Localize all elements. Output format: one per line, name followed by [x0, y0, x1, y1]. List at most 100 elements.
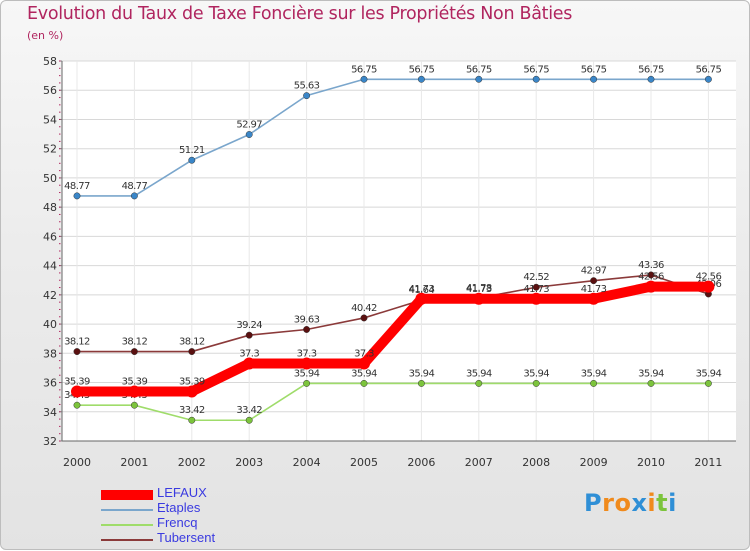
y-minor-tick	[59, 250, 61, 252]
x-tick-label: 2003	[235, 456, 263, 469]
legend-label: LEFAUX	[157, 485, 207, 500]
series-line-etaples	[77, 78, 709, 197]
y-minor-tick	[59, 396, 61, 398]
data-label: 35.94	[409, 368, 435, 379]
data-label: 41.73	[409, 284, 435, 295]
y-tick-label: 42	[43, 289, 57, 302]
data-label: 37.3	[297, 349, 317, 360]
data-label: 35.94	[351, 368, 377, 379]
data-label: 56.75	[409, 64, 435, 75]
x-tick-label: 2010	[637, 456, 665, 469]
data-label: 37.3	[354, 349, 374, 360]
y-tick-label: 54	[43, 113, 57, 126]
data-point	[130, 401, 138, 409]
data-point	[532, 75, 540, 83]
series-line-frencq	[77, 382, 709, 422]
data-point	[702, 280, 715, 293]
data-label: 55.63	[294, 81, 320, 92]
data-point	[188, 348, 196, 356]
y-minor-tick	[59, 301, 61, 303]
data-point	[590, 75, 598, 83]
y-tick-label: 38	[43, 347, 57, 360]
data-point	[303, 326, 311, 333]
data-label: 56.75	[466, 64, 492, 75]
data-point	[188, 416, 196, 424]
y-minor-tick	[59, 235, 61, 237]
data-label: 38.12	[64, 337, 90, 348]
legend-label: Etaples	[157, 500, 201, 515]
data-point	[647, 75, 655, 83]
y-minor-tick	[59, 104, 61, 106]
y-minor-tick	[59, 155, 61, 157]
y-minor-tick	[59, 140, 61, 142]
y-minor-tick	[59, 352, 61, 354]
data-point	[245, 416, 253, 424]
legend-swatch	[101, 490, 153, 500]
data-point	[475, 379, 483, 387]
data-label: 48.77	[122, 181, 148, 192]
data-point	[360, 314, 368, 322]
y-minor-tick	[59, 389, 61, 391]
y-minor-tick	[59, 133, 61, 135]
logo-letter: i	[668, 489, 677, 517]
data-label: 41.64	[409, 285, 435, 296]
y-minor-tick	[59, 323, 61, 325]
data-point	[71, 385, 83, 398]
y-tick-label: 58	[43, 55, 57, 68]
proxiti-logo: Proxiti	[584, 489, 677, 517]
x-tick-label: 2004	[293, 456, 321, 469]
data-label: 42.56	[638, 272, 664, 283]
data-point	[245, 331, 253, 339]
data-label: 35.39	[64, 376, 90, 387]
y-minor-tick	[59, 345, 61, 347]
logo-letter: P	[584, 489, 603, 517]
legend-swatch	[101, 539, 153, 541]
y-minor-tick	[59, 440, 61, 442]
y-minor-tick	[59, 192, 61, 194]
y-minor-tick	[59, 425, 61, 427]
y-minor-tick	[59, 177, 61, 179]
y-minor-tick	[59, 97, 61, 99]
data-point	[303, 379, 311, 387]
data-label: 35.39	[179, 376, 205, 387]
x-tick-label: 2005	[350, 456, 378, 469]
data-label: 35.94	[638, 368, 664, 379]
chart-subtitle: (en %)	[27, 29, 64, 42]
plot-area	[62, 61, 736, 441]
data-label: 35.94	[696, 368, 722, 379]
y-minor-tick	[59, 126, 61, 128]
data-label: 37.3	[239, 349, 259, 360]
x-tick-label: 2011	[694, 456, 722, 469]
data-label: 33.42	[179, 405, 205, 416]
y-minor-tick	[59, 221, 61, 223]
x-tick-label: 2007	[465, 456, 493, 469]
data-point	[704, 75, 712, 83]
y-minor-tick	[59, 272, 61, 274]
series-line-tubersent	[77, 274, 709, 353]
data-label: 43.36	[638, 260, 664, 271]
data-label: 56.75	[581, 64, 607, 75]
y-tick-label: 40	[43, 318, 57, 331]
data-point	[130, 348, 138, 356]
x-tick-label: 2000	[63, 456, 91, 469]
y-minor-tick	[59, 170, 61, 172]
y-minor-tick	[59, 228, 61, 230]
y-minor-tick	[59, 308, 61, 310]
data-point	[417, 75, 425, 83]
data-point	[358, 357, 370, 370]
data-point	[645, 280, 657, 293]
data-point	[415, 292, 428, 305]
data-label: 39.63	[294, 314, 320, 325]
data-label: 56.75	[351, 64, 377, 75]
data-point	[188, 156, 196, 164]
data-point	[590, 379, 598, 387]
y-minor-tick	[59, 82, 61, 84]
data-point	[704, 379, 712, 387]
y-tick-label: 56	[43, 84, 57, 97]
y-minor-tick	[59, 243, 61, 245]
data-point	[647, 271, 655, 279]
data-label: 39.24	[236, 320, 262, 331]
y-tick-label: 52	[43, 143, 57, 156]
